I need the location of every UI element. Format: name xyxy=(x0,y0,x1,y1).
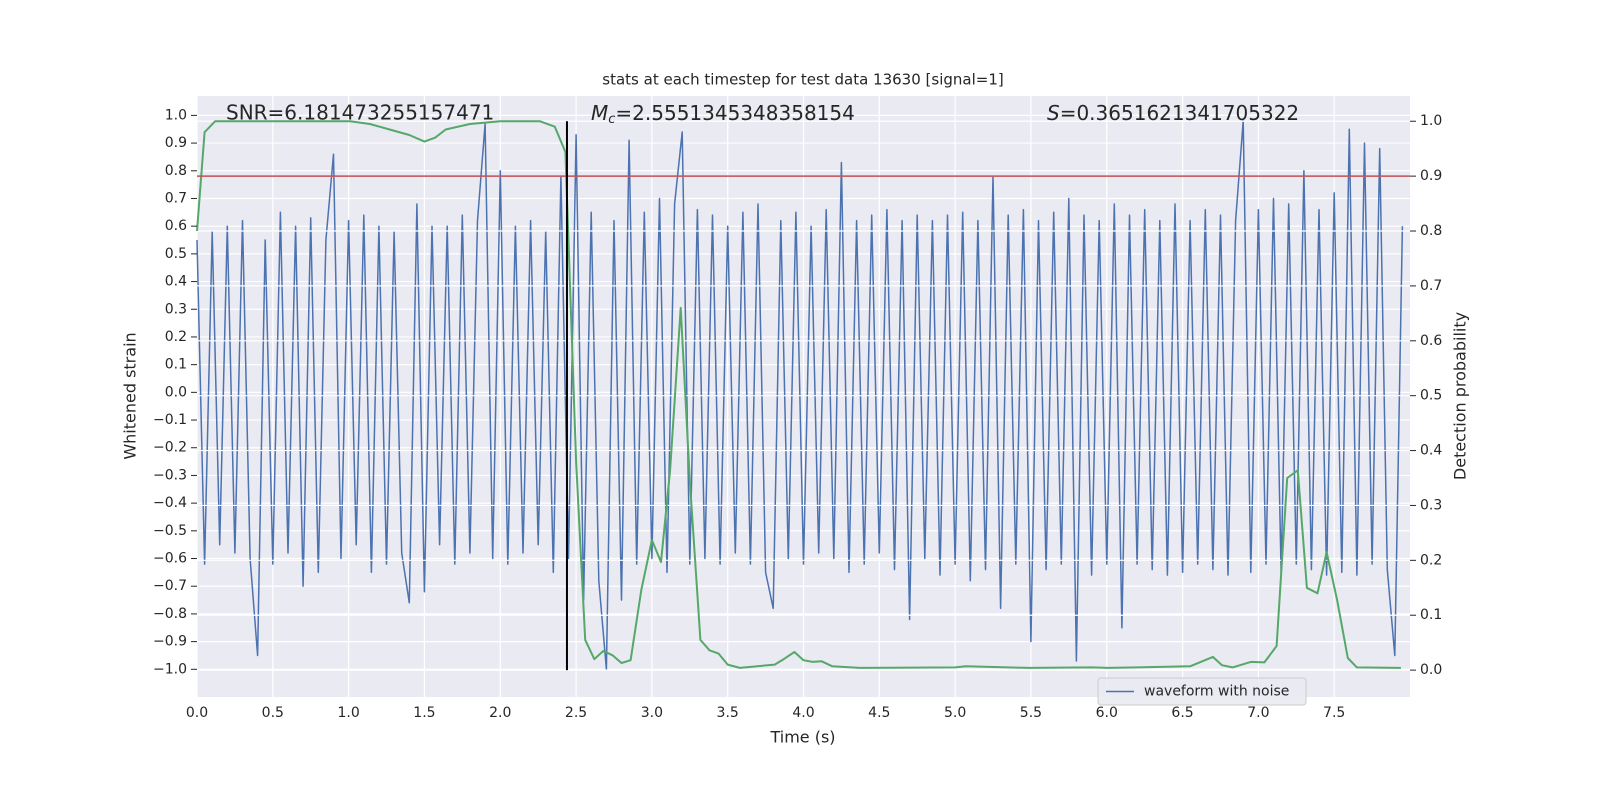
x-tick-label: 3.0 xyxy=(641,705,663,721)
y-tick-label: −0.1 xyxy=(153,412,187,428)
y-tick-label: 0.8 xyxy=(165,163,187,179)
y2-tick-label: 0.8 xyxy=(1420,223,1442,239)
mc-value: =2.5551345348358154 xyxy=(615,101,854,125)
snr-annotation: SNR=6.181473255157471 xyxy=(226,101,494,125)
y-tick-label: 0.1 xyxy=(165,357,187,373)
y2-tick-label: 0.2 xyxy=(1420,552,1442,568)
s-symbol: S xyxy=(1047,101,1060,125)
x-tick-label: 0.5 xyxy=(262,705,284,721)
chart-title: stats at each timestep for test data 136… xyxy=(602,71,1003,89)
y2-tick-label: 0.0 xyxy=(1420,662,1442,678)
series-line xyxy=(196,120,1401,669)
x-tick-label: 4.5 xyxy=(868,705,890,721)
x-tick-label: 5.0 xyxy=(944,705,966,721)
x-tick-label: 6.0 xyxy=(1096,705,1118,721)
y-tick-label: 0.9 xyxy=(165,135,187,151)
x-tick-label: 1.0 xyxy=(337,705,359,721)
x-tick-label: 6.5 xyxy=(1171,705,1193,721)
y-tick-label: 0.4 xyxy=(165,274,187,290)
mc-subscript: c xyxy=(608,112,615,127)
y-tick-label: 0.5 xyxy=(165,246,187,262)
x-tick-label: 7.0 xyxy=(1247,705,1269,721)
y-tick-label: −0.2 xyxy=(153,440,187,456)
y2-tick-label: 0.7 xyxy=(1420,278,1442,294)
x-tick-label: 2.0 xyxy=(489,705,511,721)
y-tick-label: 0.6 xyxy=(165,218,187,234)
y-tick-label: −0.9 xyxy=(153,634,187,650)
y-tick-label: −0.4 xyxy=(153,495,187,511)
y-tick-label: −0.3 xyxy=(153,467,187,483)
mc-symbol: M xyxy=(591,101,608,125)
s-annotation: S=0.3651621341705322 xyxy=(1047,101,1299,125)
s-value: =0.3651621341705322 xyxy=(1060,101,1299,125)
y2-tick-label: 0.1 xyxy=(1420,607,1442,623)
legend-box xyxy=(1097,677,1307,706)
y-tick-label: −0.7 xyxy=(153,578,187,594)
x-axis-label: Time (s) xyxy=(769,728,835,747)
y-axis-label: Whitened strain xyxy=(121,332,140,459)
y-tick-label: −0.5 xyxy=(153,523,187,539)
y2-tick-label: 0.6 xyxy=(1420,333,1442,349)
series-line xyxy=(196,120,1404,671)
y-tick-label: 0.3 xyxy=(165,301,187,317)
y2-tick-label: 0.3 xyxy=(1420,497,1442,513)
y2-tick-label: 1.0 xyxy=(1420,113,1442,129)
y2-tick-label: 0.4 xyxy=(1420,443,1442,459)
y-tick-label: 1.0 xyxy=(165,107,187,123)
x-tick-label: 4.0 xyxy=(792,705,814,721)
y-tick-label: 0.0 xyxy=(165,384,187,400)
y-tick-label: 0.2 xyxy=(165,329,187,345)
y-tick-label: 0.7 xyxy=(165,190,187,206)
x-tick-label: 1.5 xyxy=(413,705,435,721)
x-tick-label: 7.5 xyxy=(1323,705,1345,721)
y2-tick-label: 0.5 xyxy=(1420,388,1442,404)
y-tick-label: −0.8 xyxy=(153,606,187,622)
x-tick-label: 3.5 xyxy=(717,705,739,721)
y2-axis-label: Detection probability xyxy=(1451,312,1470,480)
x-tick-label: 5.5 xyxy=(1020,705,1042,721)
y2-tick-label: 0.9 xyxy=(1420,168,1442,184)
y-tick-label: −1.0 xyxy=(153,661,187,677)
legend-label: waveform with noise xyxy=(1144,684,1289,700)
mc-annotation: Mc=2.5551345348358154 xyxy=(591,101,855,127)
x-tick-label: 0.0 xyxy=(186,705,208,721)
y-tick-label: −0.6 xyxy=(153,551,187,567)
x-tick-label: 2.5 xyxy=(565,705,587,721)
